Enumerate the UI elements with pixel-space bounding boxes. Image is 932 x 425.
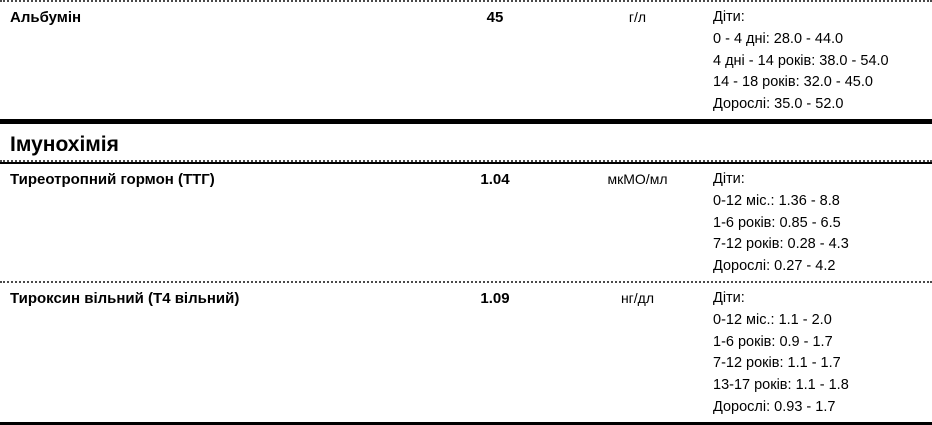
result-row-tsh: Тиреотропний гормон (ТТГ) 1.04 мкМО/мл Д… <box>0 164 932 281</box>
reference-ranges: Діти: 0-12 міс.: 1.1 - 2.0 1-6 років: 0.… <box>710 288 932 419</box>
reference-ranges: Діти: 0 - 4 дні: 28.0 - 44.0 4 дні - 14 … <box>710 7 932 116</box>
section-underline <box>0 161 932 164</box>
reference-range-line: Дорослі: 0.27 - 4.2 <box>713 258 836 275</box>
result-unit: г/л <box>628 9 647 25</box>
analyte-name: Альбумін <box>10 9 82 26</box>
result-row-free-t4: Тироксин вільний (Т4 вільний) 1.09 нг/дл… <box>0 283 932 422</box>
result-unit: нг/дл <box>620 289 655 306</box>
result-row-albumin: Альбумін 45 г/л Діти: 0 - 4 дні: 28.0 - … <box>0 2 932 119</box>
row-separator-dotted <box>0 159 932 162</box>
analyte-name: Тиреотропний гормон (ТТГ) <box>10 170 215 188</box>
reference-range-line: 1-6 років: 0.9 - 1.7 <box>713 333 833 350</box>
reference-range-line: 7-12 років: 0.28 - 4.3 <box>713 236 849 253</box>
row-separator-dotted <box>0 280 932 283</box>
row-separator-dotted <box>0 0 932 2</box>
reference-range-line: Діти: <box>713 9 745 25</box>
page-bottom-rule <box>0 421 932 425</box>
result-value: 45 <box>486 9 504 26</box>
result-unit: мкМО/мл <box>607 170 668 187</box>
reference-range-line: 13-17 років: 1.1 - 1.8 <box>713 377 849 394</box>
section-divider-thick <box>0 118 932 124</box>
section-header-immunochemistry: Імунохімія <box>10 132 119 156</box>
reference-range-line: 0 - 4 дні: 28.0 - 44.0 <box>713 30 844 47</box>
reference-range-line: 14 - 18 років: 32.0 - 45.0 <box>713 74 873 91</box>
result-value: 1.09 <box>480 289 510 307</box>
reference-range-line: Дорослі: 0.93 - 1.7 <box>713 398 836 415</box>
reference-range-line: Діти: <box>713 289 745 306</box>
reference-range-line: 0-12 міс.: 1.1 - 2.0 <box>713 311 832 328</box>
reference-range-line: 0-12 міс.: 1.36 - 8.8 <box>713 192 840 209</box>
reference-range-line: 1-6 років: 0.85 - 6.5 <box>713 214 841 231</box>
reference-range-line: Діти: <box>713 170 745 187</box>
reference-range-line: Дорослі: 35.0 - 52.0 <box>713 96 844 113</box>
reference-range-line: 4 дні - 14 років: 38.0 - 54.0 <box>713 52 889 69</box>
reference-range-line: 7-12 років: 1.1 - 1.7 <box>713 355 841 372</box>
result-value: 1.04 <box>480 170 510 188</box>
reference-ranges: Діти: 0-12 міс.: 1.36 - 8.8 1-6 років: 0… <box>710 169 932 278</box>
analyte-name: Тироксин вільний (Т4 вільний) <box>10 289 240 307</box>
